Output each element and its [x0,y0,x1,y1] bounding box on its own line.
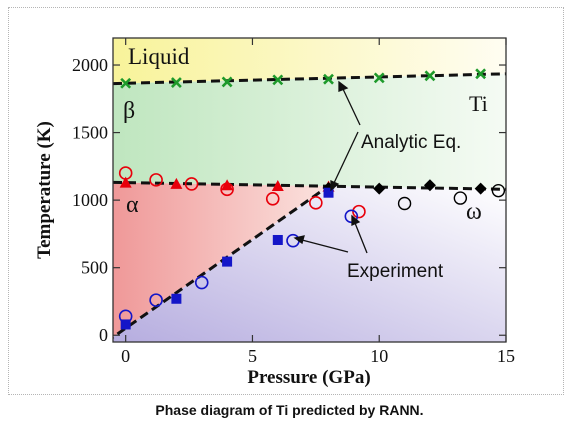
beta-alpha-boundary [113,180,506,191]
x-marker [373,72,385,84]
x-marker [323,73,334,85]
x-marker [170,77,182,89]
circle-marker [344,209,359,224]
x-marker [120,77,132,89]
beta-label: β [123,98,135,124]
diamond-marker [474,182,487,195]
y-tick-label: 1000 [72,190,108,210]
circle-marker [118,309,133,324]
circle-marker [220,182,234,197]
triangle-marker [271,179,284,191]
beta-region [113,73,506,190]
experiment-label: Experiment [347,261,444,282]
liquid-beta-boundary [113,72,506,86]
liquid-label: Liquid [128,44,190,69]
plot-border [112,37,507,343]
analytic-eq-label: Analytic Eq. [361,132,461,153]
omega-region [113,186,506,342]
circle-marker [397,196,412,211]
square-marker [272,234,283,245]
alpha-omega-boundary [113,184,330,339]
triangle-marker [119,176,132,188]
square-marker [171,293,182,304]
square-marker [222,256,233,267]
x-marker [475,68,487,80]
x-tick-label: 0 [121,346,130,366]
x-tick-label: 10 [370,346,388,366]
figure-caption: Phase diagram of Ti predicted by RANN. [155,402,424,418]
triangle-marker [170,177,183,189]
circle-marker [118,166,133,180]
annotation-arrows [293,80,368,254]
element-label: Ti [469,91,488,116]
alpha-label: α [126,192,139,218]
y-tick-label: 2000 [72,55,108,75]
diamond-marker [373,182,386,195]
circle-marker [352,204,366,219]
x-marker [221,76,233,88]
x-tick-label: 5 [248,346,257,366]
x-axis-title: Pressure (GPa) [247,367,370,388]
figure-frame [8,7,564,395]
phase-diagram: 0 5 10 15 0 500 1000 1500 2000 Pressure (GPa) Te… [34,37,515,388]
y-tick-label: 1500 [72,123,108,143]
liquid-region [113,38,506,84]
circle-marker [309,196,323,210]
circle-marker [265,191,280,206]
x-marker [272,74,284,86]
square-marker [120,319,131,330]
y-axis-title: Temperature (K) [34,121,55,259]
circle-marker [149,173,163,187]
circle-marker [184,177,199,191]
y-tick-label: 0 [99,325,108,345]
circle-marker [491,183,506,198]
circle-marker [149,293,163,307]
circle-marker [453,191,468,205]
x-marker [424,70,436,82]
x-tick-label: 15 [497,346,515,366]
diamond-marker [423,179,436,192]
alpha-region [113,182,329,342]
omega-label: ω [466,199,482,225]
circle-marker [194,275,209,290]
triangle-marker [221,179,234,191]
square-marker [323,187,334,198]
y-tick-label: 500 [81,258,108,278]
